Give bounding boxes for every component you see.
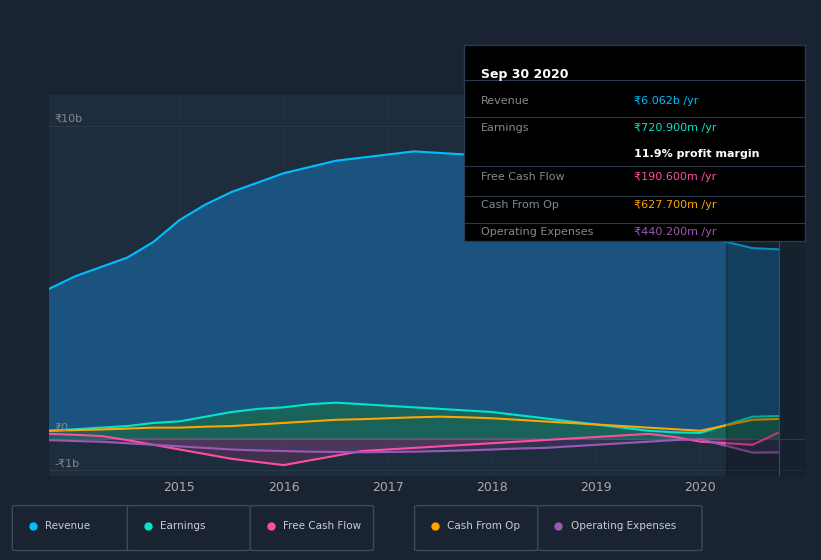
FancyBboxPatch shape xyxy=(250,506,374,550)
Text: ₹627.700m /yr: ₹627.700m /yr xyxy=(635,200,717,209)
Text: Cash From Op: Cash From Op xyxy=(481,200,559,209)
Text: Free Cash Flow: Free Cash Flow xyxy=(481,172,565,182)
FancyBboxPatch shape xyxy=(127,506,250,550)
Text: Sep 30 2020: Sep 30 2020 xyxy=(481,68,568,81)
Text: ₹190.600m /yr: ₹190.600m /yr xyxy=(635,172,717,182)
Text: 11.9% profit margin: 11.9% profit margin xyxy=(635,149,759,158)
Bar xyxy=(727,95,805,476)
Text: ₹6.062b /yr: ₹6.062b /yr xyxy=(635,96,699,106)
FancyBboxPatch shape xyxy=(415,506,538,550)
Text: ₹720.900m /yr: ₹720.900m /yr xyxy=(635,123,717,133)
Text: Operating Expenses: Operating Expenses xyxy=(481,227,594,237)
Text: Revenue: Revenue xyxy=(45,521,90,531)
FancyBboxPatch shape xyxy=(12,506,135,550)
Text: ₹440.200m /yr: ₹440.200m /yr xyxy=(635,227,717,237)
Text: Cash From Op: Cash From Op xyxy=(447,521,521,531)
Text: Operating Expenses: Operating Expenses xyxy=(571,521,676,531)
FancyBboxPatch shape xyxy=(538,506,702,550)
Text: Free Cash Flow: Free Cash Flow xyxy=(283,521,361,531)
Text: Earnings: Earnings xyxy=(481,123,530,133)
Text: Revenue: Revenue xyxy=(481,96,530,106)
Text: Earnings: Earnings xyxy=(160,521,205,531)
Text: ₹10b: ₹10b xyxy=(54,113,83,123)
Text: ₹0: ₹0 xyxy=(54,422,69,432)
Text: -₹1b: -₹1b xyxy=(54,458,80,468)
